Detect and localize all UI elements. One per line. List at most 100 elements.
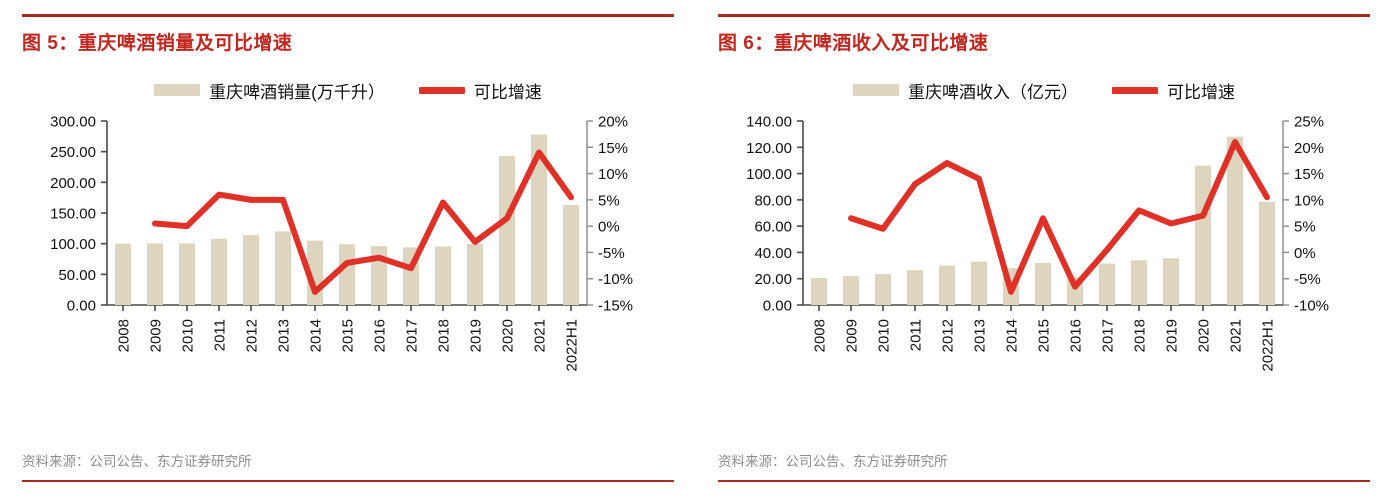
x-axis-tick-label: 2011 (908, 319, 925, 351)
y-axis-left-tick-label: 100.00 (746, 166, 792, 183)
line-swatch-icon (1112, 86, 1158, 94)
x-axis-tick-label: 2015 (1036, 319, 1053, 352)
y-axis-left-tick-label: 100.00 (50, 236, 96, 253)
x-axis-tick-label: 2014 (308, 319, 325, 352)
x-axis-tick-label: 2020 (1196, 319, 1213, 352)
bar (907, 270, 923, 305)
y-axis-left-tick-label: 200.00 (50, 175, 96, 192)
line-swatch-icon (418, 86, 465, 94)
legend-label-line-6: 可比增速 (1167, 82, 1235, 102)
legend-item-bar-6: 重庆啤酒收入（亿元） (853, 78, 1078, 103)
source-note-6: 资料来源：公司公告、东方证券研究所 (718, 454, 948, 469)
y-axis-right-tick-label: -15% (598, 298, 633, 315)
y-axis-right-tick-label: 0% (1294, 245, 1316, 262)
bar (1195, 165, 1211, 305)
y-axis-right-tick-label: -5% (1294, 271, 1321, 288)
bar (339, 244, 355, 305)
bar (1035, 262, 1051, 305)
figure-panel-5: 图 5：重庆啤酒销量及可比增速 重庆啤酒销量(万千升） 可比增速 0.00 50.… (0, 0, 696, 496)
plot-area-5: 0.00 50.00 100.00 150.00 200.00 250.00 300.00 -… (22, 113, 674, 413)
bar (1227, 136, 1243, 305)
source-note-5: 资料来源：公司公告、东方证券研究所 (22, 454, 252, 469)
legend-label-line-5: 可比增速 (473, 82, 542, 102)
x-axis-tick-label: 2013 (972, 319, 989, 352)
y-axis-left-tick-label: 50.00 (58, 267, 96, 284)
y-axis-right-tick-label: 5% (598, 192, 620, 209)
y-axis-right-tick-label: 20% (598, 114, 628, 131)
bar (1099, 263, 1115, 305)
x-axis-tick-label: 2012 (940, 319, 957, 352)
x-axis-tick-label: 2009 (148, 319, 165, 352)
x-axis-tick-label: 2018 (436, 319, 453, 352)
legend-item-line-5: 可比增速 (418, 78, 542, 103)
y-axis-right-tick-label: 5% (1294, 219, 1316, 236)
y-axis-right-tick-label: 20% (1294, 140, 1324, 157)
x-axis-tick-label: 2014 (1004, 319, 1021, 352)
x-axis-tick-label: 2020 (500, 319, 517, 352)
x-axis-tick-label: 2019 (468, 319, 485, 352)
y-axis-right-tick-label: 10% (598, 166, 628, 183)
bar (499, 155, 515, 305)
bar (1163, 258, 1179, 305)
y-axis-left-tick-label: 80.00 (754, 192, 792, 209)
growth-rate-line (152, 149, 574, 295)
x-axis-tick-label: 2022H1 (564, 319, 581, 372)
y-axis-left-tick-label: 140.00 (746, 114, 792, 131)
y-axis-left-tick-label: 300.00 (50, 114, 96, 131)
y-axis-left-tick-label: 250.00 (50, 144, 96, 161)
plot-area-6: 0.00 20.00 40.00 60.00 80.00 100.00 120.00 140.… (718, 113, 1370, 413)
legend-label-bar-5: 重庆啤酒销量(万千升） (209, 82, 385, 102)
y-axis-right-tick-label: -5% (598, 245, 625, 262)
x-axis-tick-label: 2009 (844, 319, 861, 352)
bar (115, 243, 131, 305)
y-axis-left-tick-label: 40.00 (754, 245, 792, 262)
legend-item-line-6: 可比增速 (1112, 78, 1235, 103)
x-axis-tick-label: 2013 (276, 319, 293, 352)
bar-swatch-icon (853, 84, 899, 96)
x-axis-tick-label: 2017 (404, 319, 421, 352)
legend-item-bar-5: 重庆啤酒销量(万千升） (154, 78, 385, 103)
panel-bottom-rule (718, 480, 1370, 482)
growth-rate-line (848, 139, 1270, 295)
panel-top-rule (718, 14, 1370, 17)
chart-svg-5: 0.00 50.00 100.00 150.00 200.00 250.00 300.00 -… (50, 114, 633, 372)
y-axis-right-tick-label: -10% (1294, 298, 1329, 315)
panel-top-rule (22, 14, 674, 17)
bar (563, 205, 579, 305)
bar (179, 243, 195, 305)
y-axis-left-tick-label: 0.00 (763, 298, 792, 315)
bar (435, 246, 451, 305)
y-axis-right-tick-label: 0% (598, 219, 620, 236)
y-axis-left-tick-label: 20.00 (754, 271, 792, 288)
x-axis-tick-label: 2010 (876, 319, 893, 352)
bar (1131, 260, 1147, 305)
panel-bottom-rule (22, 480, 674, 482)
x-axis-tick-label: 2016 (1068, 319, 1085, 352)
legend-label-bar-6: 重庆啤酒收入（亿元） (908, 82, 1078, 102)
x-axis-tick-label: 2021 (1228, 319, 1245, 352)
x-axis-tick-label: 2011 (212, 319, 229, 351)
y-axis-left-tick-label: 0.00 (67, 298, 96, 315)
legend-6: 重庆啤酒收入（亿元） 可比增速 (718, 77, 1370, 103)
bar (275, 231, 291, 305)
x-axis-tick-label: 2015 (340, 319, 357, 352)
x-axis-tick-label: 2018 (1132, 319, 1149, 352)
bar (971, 261, 987, 305)
bar (243, 235, 259, 305)
chart-svg-6: 0.00 20.00 40.00 60.00 80.00 100.00 120.00 140.… (746, 114, 1329, 372)
x-axis-tick-label: 2021 (532, 319, 549, 352)
bar (843, 276, 859, 305)
y-axis-right-tick-label: -10% (598, 271, 633, 288)
bar (939, 265, 955, 305)
y-axis-right-tick-label: 25% (1294, 114, 1324, 131)
bar-swatch-icon (154, 84, 201, 96)
figure-title-6: 图 6：重庆啤酒收入及可比增速 (718, 33, 989, 54)
y-axis-right-tick-label: 15% (598, 140, 628, 157)
figure-panel-6: 图 6：重庆啤酒收入及可比增速 重庆啤酒收入（亿元） 可比增速 0.00 20.0… (696, 0, 1392, 496)
bar (811, 278, 827, 305)
x-axis-tick-label: 2010 (180, 319, 197, 352)
x-axis-tick-label: 2019 (1164, 319, 1181, 352)
x-axis-tick-label: 2008 (116, 319, 133, 352)
bar (875, 274, 891, 305)
legend-5: 重庆啤酒销量(万千升） 可比增速 (22, 77, 674, 103)
